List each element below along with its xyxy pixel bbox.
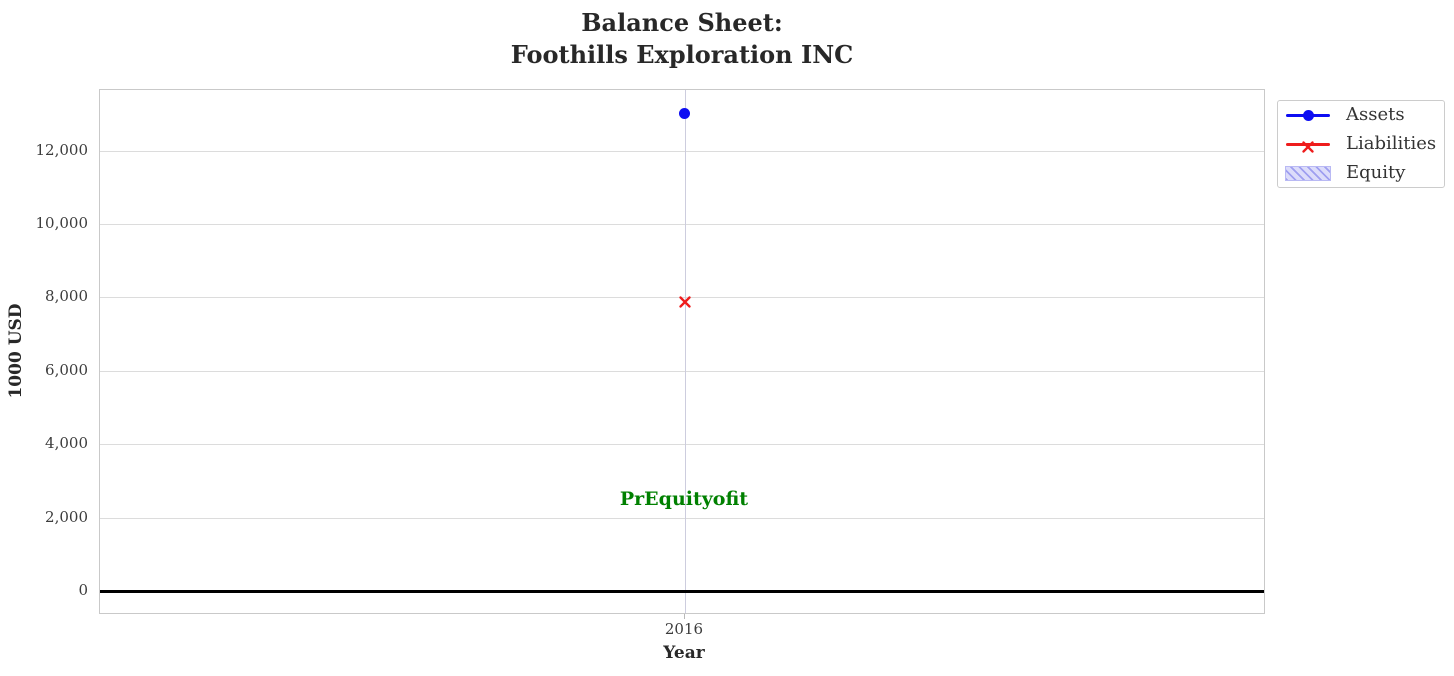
liabilities-legend-marker-icon [1302, 138, 1314, 153]
equity-hatch-swatch-icon [1285, 165, 1331, 181]
y-tick-label: 0 [78, 581, 88, 600]
gridline-horizontal [100, 444, 1264, 446]
legend-item-assets: Assets [1284, 103, 1438, 127]
y-axis-label: 1000 USD [6, 303, 26, 399]
legend-item-liabilities: Liabilities [1284, 132, 1438, 156]
y-tick-label: 6,000 [45, 360, 88, 379]
legend-sample [1284, 105, 1332, 125]
legend-item-equity: Equity [1284, 161, 1438, 185]
gridline-vertical [684, 90, 686, 613]
y-tick-label: 8,000 [45, 287, 88, 306]
chart-title: Balance Sheet: Foothills Exploration INC [511, 7, 853, 71]
legend-label: Liabilities [1346, 133, 1437, 154]
chart-annotation: PrEquityofit [619, 488, 749, 511]
y-tick-label: 2,000 [45, 507, 88, 526]
liabilities-legend-line-icon [1286, 142, 1330, 146]
chart-title-line-2: Foothills Exploration INC [510, 40, 854, 69]
assets-legend-marker-icon [1302, 109, 1314, 121]
x-axis-label: Year [663, 643, 705, 663]
gridline-horizontal [100, 150, 1264, 152]
plot-area [99, 89, 1265, 614]
gridline-horizontal [100, 370, 1264, 372]
liabilities-data-point [679, 293, 691, 308]
legend-sample [1284, 134, 1332, 154]
gridline-horizontal [100, 224, 1264, 225]
legend: Assets Liabilities Equity [1277, 100, 1445, 188]
y-tick-label: 4,000 [45, 434, 88, 453]
chart-title-line-1: Balance Sheet: [581, 8, 783, 37]
gridline-horizontal [100, 517, 1264, 519]
zero-axis-line [100, 589, 1264, 593]
legend-sample [1284, 163, 1332, 183]
legend-label: Equity [1346, 162, 1406, 183]
legend-label: Assets [1346, 104, 1405, 125]
y-tick-label: 10,000 [35, 214, 89, 232]
y-tick-label: 12,000 [35, 140, 89, 159]
x-tick-mark [683, 614, 685, 619]
assets-data-point [679, 108, 691, 120]
x-tick-label-2016: 2016 [664, 620, 704, 638]
